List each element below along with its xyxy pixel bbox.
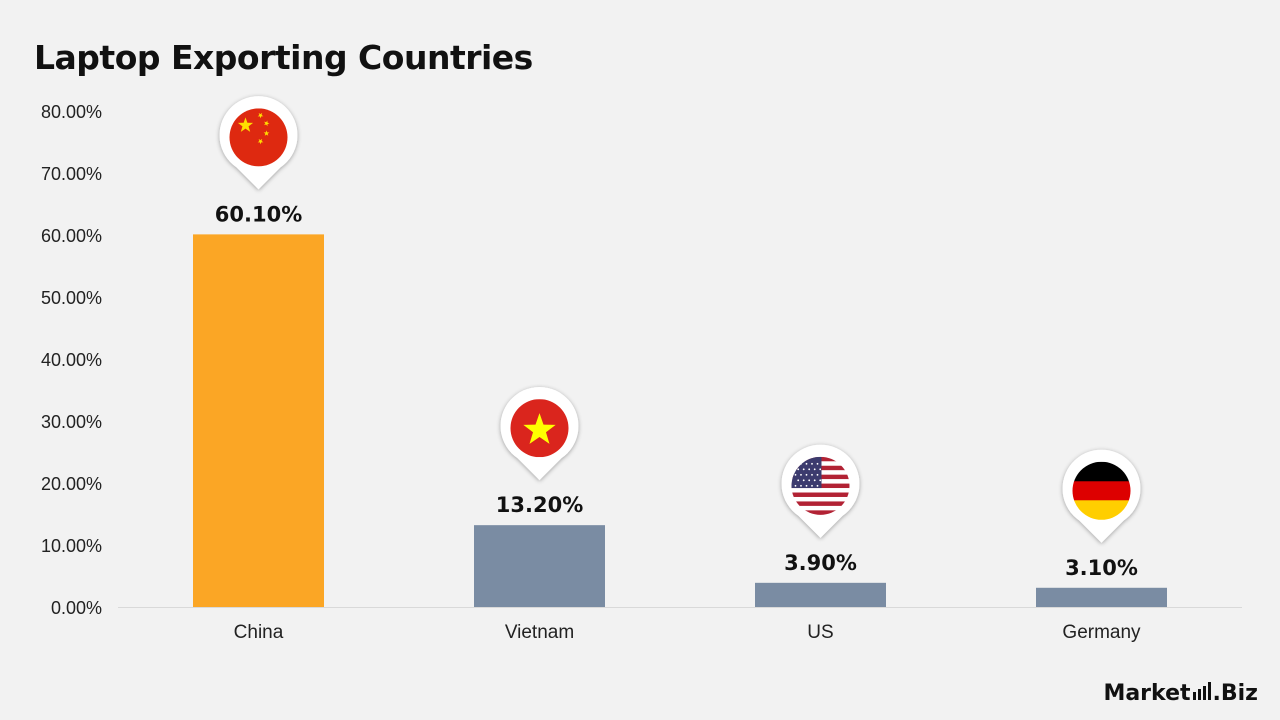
bar-china [193,234,324,607]
china-flag-pin [219,96,298,190]
y-tick-label: 80.00% [41,102,102,122]
data-labels: 60.10% 13.20% 3.90% 3.10% [215,202,1138,579]
bar-germany [1036,587,1167,607]
data-label: 3.90% [784,551,857,575]
data-label: 3.10% [1065,556,1138,580]
vietnam-flag-icon [510,399,569,458]
y-tick-label: 10.00% [41,536,102,556]
bar-chart-icon [1192,682,1211,700]
germany-flag-icon [1072,461,1131,520]
x-tick-label: Vietnam [505,622,574,643]
data-label: 60.10% [215,202,302,226]
data-label: 13.20% [496,493,583,517]
x-tick-label: Germany [1062,622,1141,643]
bar-vietnam [474,525,605,607]
us-flag-pin [781,444,860,538]
y-tick-label: 60.00% [41,226,102,246]
y-axis: 0.00% 10.00% 20.00% 30.00% 40.00% 50.00% 60.00… [41,102,102,618]
y-tick-label: 0.00% [51,598,102,618]
y-tick-label: 70.00% [41,164,102,184]
bar-us [755,582,886,607]
x-tick-label: US [807,622,833,643]
y-tick-label: 30.00% [41,412,102,432]
chart-title: Laptop Exporting Countries [34,38,533,77]
x-axis: China Vietnam US Germany [234,622,1141,643]
flag-pins [219,96,1141,543]
vietnam-flag-pin [500,386,579,481]
marketbiz-logo: Market .Biz [1103,681,1258,706]
china-flag-icon [229,108,288,167]
x-tick-label: China [234,622,284,643]
bars [193,234,1167,607]
us-flag-icon [791,456,850,515]
brand-text-biz: .Biz [1212,681,1258,706]
y-tick-label: 20.00% [41,474,102,494]
y-tick-label: 40.00% [41,350,102,370]
brand-text-market: Market [1103,681,1191,706]
germany-flag-pin [1062,449,1141,543]
y-tick-label: 50.00% [41,288,102,308]
